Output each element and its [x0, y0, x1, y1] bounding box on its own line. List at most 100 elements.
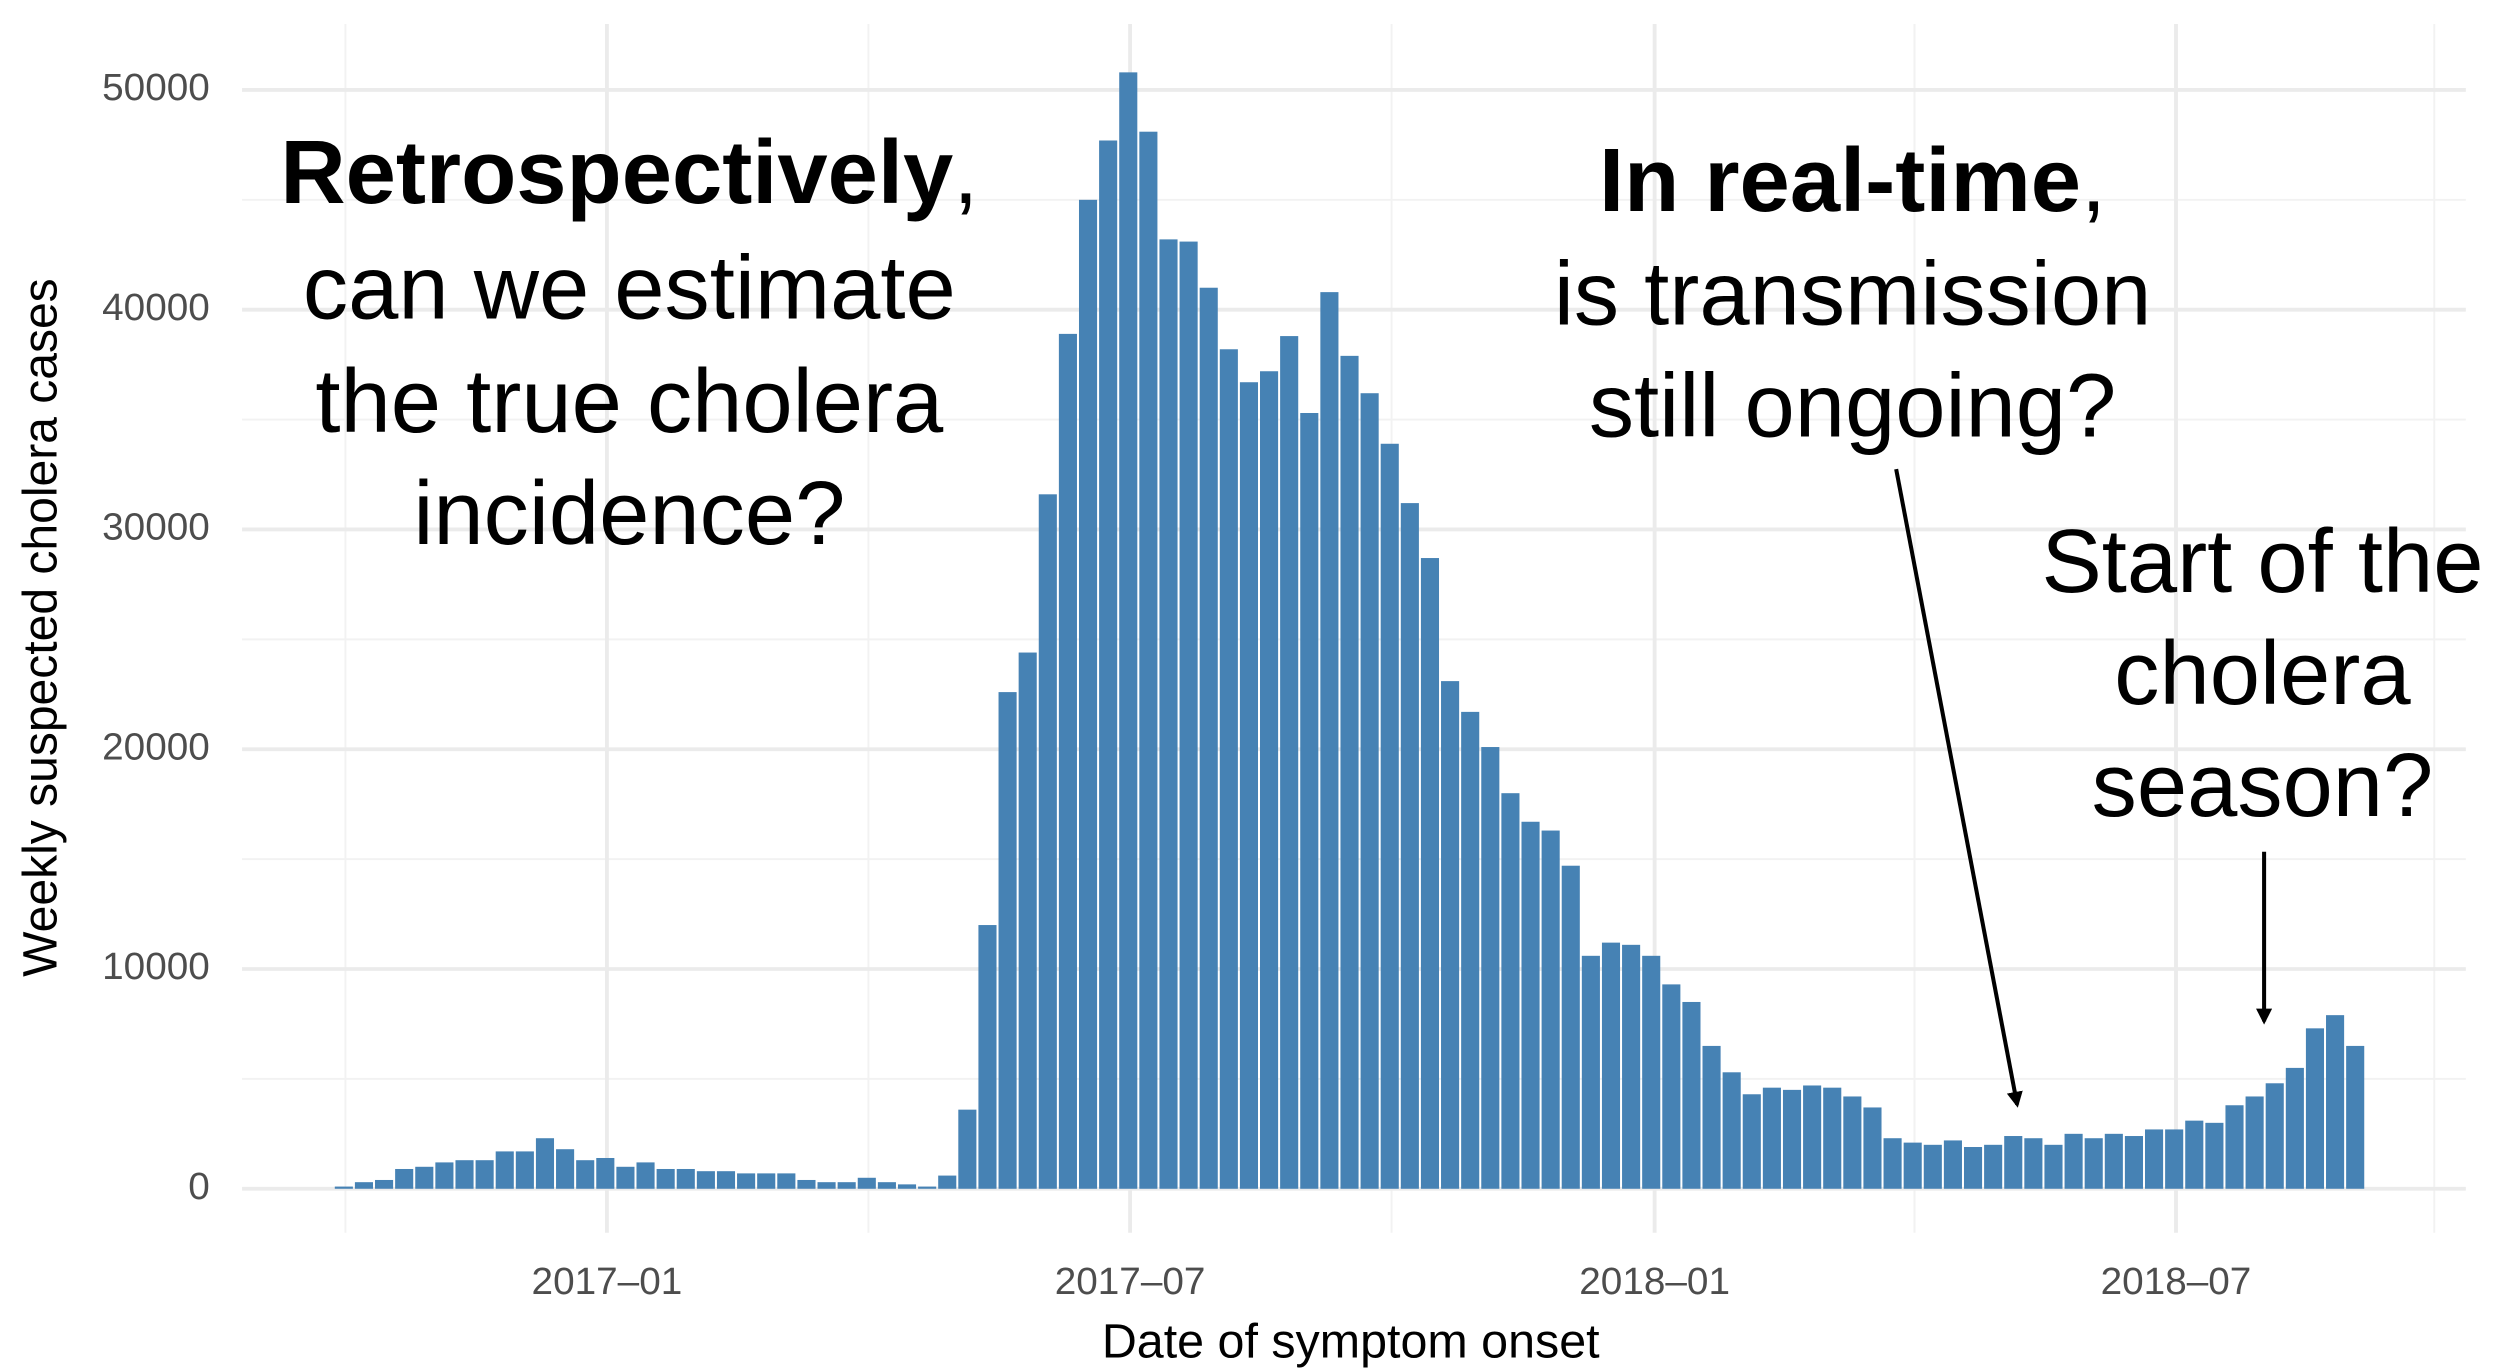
x-tick-label: 2018–01	[1579, 1260, 1730, 1303]
bar	[375, 1179, 394, 1189]
bar	[837, 1182, 856, 1189]
bar	[2165, 1129, 2184, 1189]
bar	[676, 1168, 695, 1189]
x-axis-title: Date of symptom onset	[1102, 1315, 1600, 1369]
bar	[737, 1173, 756, 1189]
bar	[1722, 1072, 1741, 1189]
y-tick-label: 50000	[102, 66, 210, 109]
bar	[2225, 1105, 2244, 1189]
bar	[656, 1168, 675, 1189]
bar	[2185, 1120, 2204, 1189]
bar	[877, 1182, 896, 1189]
bar	[2326, 1015, 2345, 1189]
bar	[2346, 1045, 2365, 1189]
bar	[897, 1184, 917, 1189]
bar	[1923, 1144, 1942, 1189]
bar	[1782, 1089, 1802, 1189]
annotation-line: season?	[2092, 736, 2434, 836]
bar	[1058, 333, 1077, 1189]
x-tick-label: 2017–07	[1055, 1260, 1206, 1303]
bar	[918, 1186, 937, 1189]
bar	[1943, 1140, 1962, 1189]
bar	[2004, 1136, 2023, 1189]
annotation-punct: ,	[2081, 131, 2106, 231]
bar	[395, 1168, 414, 1189]
bar	[1139, 131, 1158, 1189]
bar	[1239, 382, 1258, 1189]
y-tick-label: 10000	[102, 945, 210, 988]
bar	[475, 1160, 494, 1189]
bar	[616, 1166, 635, 1189]
bar	[797, 1179, 816, 1189]
bar	[2104, 1133, 2123, 1189]
bar	[1159, 239, 1178, 1189]
annotation-bold: In real-time	[1599, 131, 2081, 231]
bar	[1099, 140, 1118, 1189]
bar	[1762, 1087, 1781, 1189]
annotation-line: Start of the	[2041, 512, 2483, 612]
annotation-line: is transmission	[1554, 245, 2152, 345]
bar	[1903, 1142, 1922, 1189]
bar	[2145, 1129, 2164, 1189]
bar	[1360, 393, 1379, 1189]
bar	[2064, 1133, 2083, 1189]
annotation-heading: Retrospectively,	[280, 123, 978, 223]
y-tick-label: 30000	[102, 506, 210, 549]
bar	[1400, 503, 1419, 1189]
bar	[2084, 1138, 2103, 1189]
bar	[2024, 1138, 2043, 1189]
bar	[1300, 412, 1319, 1189]
annotation-bold: Retrospectively	[280, 123, 953, 223]
bar	[1119, 72, 1138, 1189]
bar	[1260, 371, 1279, 1189]
bar	[2285, 1067, 2304, 1189]
bar	[1863, 1107, 1882, 1189]
bar	[1702, 1045, 1721, 1189]
bar	[535, 1138, 555, 1189]
annotation-heading: In real-time,	[1599, 131, 2106, 231]
bar	[1461, 711, 1480, 1189]
bar	[1682, 1001, 1701, 1189]
y-tick-label: 20000	[102, 726, 210, 769]
bar	[1622, 944, 1641, 1189]
annotation-punct: ,	[953, 123, 978, 223]
bar	[1078, 199, 1098, 1189]
bar	[354, 1182, 374, 1189]
bar	[1179, 241, 1198, 1189]
bar	[1963, 1147, 1983, 1189]
arrow	[1894, 468, 2023, 1108]
bar	[1199, 287, 1218, 1189]
bar	[938, 1175, 957, 1189]
bar	[1984, 1144, 2003, 1189]
bar	[1501, 793, 1520, 1189]
bar	[495, 1151, 514, 1189]
bar	[636, 1162, 655, 1189]
bar	[1521, 821, 1540, 1189]
bar	[2124, 1136, 2143, 1189]
bar	[2044, 1144, 2063, 1189]
y-axis-title: Weekly suspected cholera cases	[13, 278, 67, 977]
bar	[716, 1171, 736, 1189]
bar	[1803, 1085, 1822, 1189]
bar	[777, 1173, 796, 1189]
bar	[334, 1186, 353, 1189]
bar	[817, 1182, 836, 1189]
bar	[1601, 942, 1621, 1189]
bar	[1441, 681, 1460, 1189]
bar	[1883, 1138, 1902, 1189]
bar	[1420, 558, 1440, 1189]
bars	[334, 72, 2365, 1189]
x-tick-label: 2018–07	[2101, 1260, 2252, 1303]
x-tick-label: 2017–01	[532, 1260, 683, 1303]
bar	[696, 1171, 715, 1189]
bar	[2265, 1083, 2284, 1189]
bar	[1742, 1094, 1761, 1189]
bar	[1561, 865, 1580, 1189]
bar	[576, 1160, 595, 1189]
bar	[1219, 349, 1238, 1189]
bar	[1481, 747, 1500, 1189]
bar	[1581, 955, 1600, 1189]
bar	[556, 1149, 575, 1189]
